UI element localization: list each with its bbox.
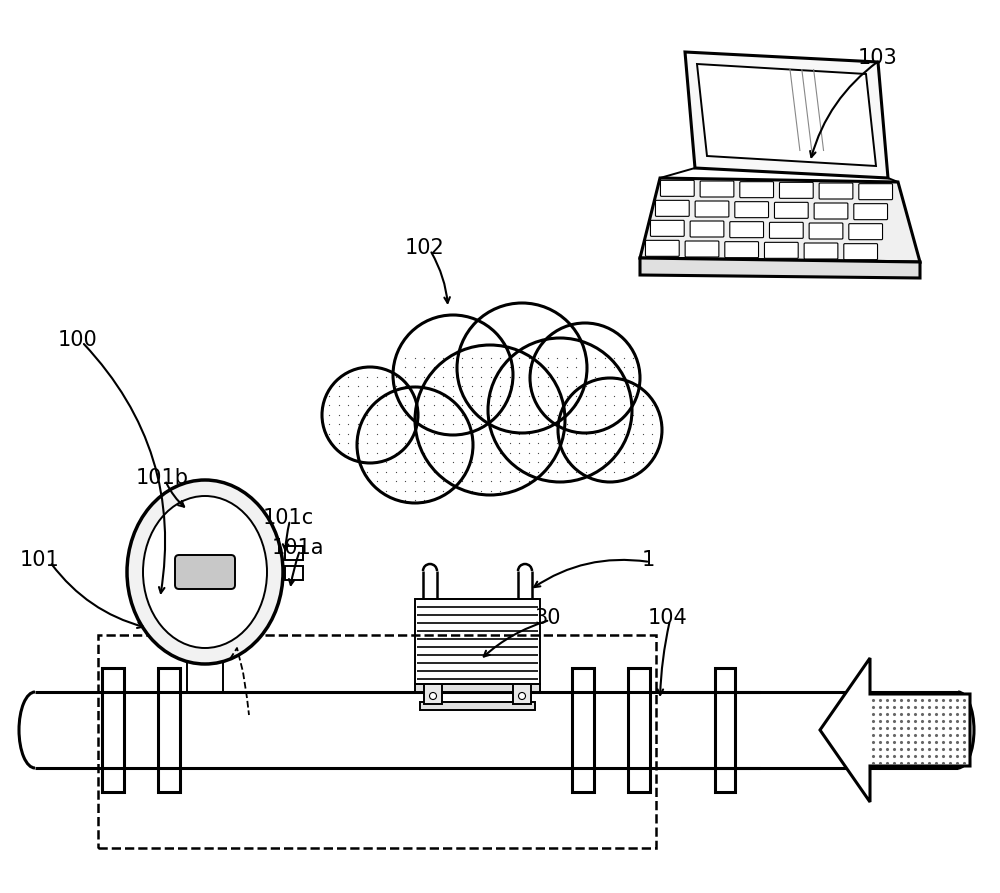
- Bar: [98, 635, 656, 848]
- Circle shape: [458, 304, 586, 432]
- FancyBboxPatch shape: [740, 181, 774, 197]
- FancyBboxPatch shape: [735, 202, 769, 218]
- Text: 103: 103: [858, 48, 898, 68]
- Bar: [415, 684, 540, 692]
- Bar: [102, 668, 124, 792]
- Bar: [513, 684, 531, 704]
- Bar: [572, 668, 594, 792]
- Circle shape: [530, 323, 640, 432]
- Polygon shape: [640, 258, 920, 278]
- FancyBboxPatch shape: [774, 203, 808, 218]
- FancyBboxPatch shape: [660, 180, 694, 196]
- Text: 102: 102: [405, 238, 445, 258]
- Circle shape: [358, 388, 473, 503]
- FancyBboxPatch shape: [819, 183, 853, 199]
- FancyBboxPatch shape: [844, 244, 878, 260]
- Circle shape: [488, 338, 632, 481]
- Circle shape: [430, 692, 436, 699]
- Text: 101c: 101c: [262, 508, 314, 528]
- FancyBboxPatch shape: [764, 242, 798, 258]
- FancyBboxPatch shape: [175, 555, 235, 589]
- Text: 1: 1: [641, 550, 655, 570]
- Polygon shape: [697, 64, 876, 166]
- Polygon shape: [820, 658, 970, 802]
- FancyBboxPatch shape: [854, 204, 888, 220]
- Text: 101b: 101b: [136, 468, 188, 488]
- Text: 30: 30: [535, 608, 561, 628]
- Polygon shape: [685, 52, 888, 178]
- Circle shape: [322, 368, 418, 463]
- Bar: [424, 684, 442, 704]
- Bar: [285, 566, 303, 580]
- FancyBboxPatch shape: [804, 243, 838, 259]
- Text: 104: 104: [648, 608, 688, 628]
- Circle shape: [357, 387, 473, 503]
- FancyBboxPatch shape: [650, 221, 684, 237]
- Circle shape: [530, 323, 640, 433]
- FancyBboxPatch shape: [690, 221, 724, 237]
- Circle shape: [393, 315, 513, 435]
- Bar: [158, 668, 180, 792]
- FancyBboxPatch shape: [849, 223, 883, 239]
- FancyBboxPatch shape: [645, 240, 679, 256]
- Bar: [628, 668, 650, 792]
- Circle shape: [394, 315, 512, 435]
- Bar: [285, 546, 303, 560]
- FancyBboxPatch shape: [769, 222, 803, 238]
- Text: 101: 101: [20, 550, 60, 570]
- Bar: [420, 702, 535, 710]
- Circle shape: [415, 345, 565, 495]
- FancyBboxPatch shape: [685, 241, 719, 257]
- FancyBboxPatch shape: [859, 184, 893, 200]
- Circle shape: [416, 346, 564, 495]
- FancyBboxPatch shape: [655, 200, 689, 216]
- Ellipse shape: [143, 496, 267, 648]
- Circle shape: [488, 338, 632, 482]
- FancyBboxPatch shape: [730, 221, 764, 238]
- FancyBboxPatch shape: [809, 223, 843, 239]
- FancyBboxPatch shape: [725, 242, 759, 258]
- FancyBboxPatch shape: [814, 203, 848, 219]
- Circle shape: [518, 692, 526, 699]
- FancyBboxPatch shape: [779, 182, 813, 198]
- Bar: [415, 599, 540, 684]
- FancyBboxPatch shape: [695, 201, 729, 217]
- Text: 101a: 101a: [272, 538, 324, 558]
- Circle shape: [558, 378, 662, 482]
- Circle shape: [457, 303, 587, 433]
- Polygon shape: [640, 178, 920, 262]
- Text: 100: 100: [58, 330, 98, 350]
- Circle shape: [322, 367, 418, 463]
- FancyBboxPatch shape: [700, 181, 734, 197]
- Circle shape: [558, 379, 662, 481]
- Ellipse shape: [127, 480, 283, 664]
- Bar: [715, 668, 735, 792]
